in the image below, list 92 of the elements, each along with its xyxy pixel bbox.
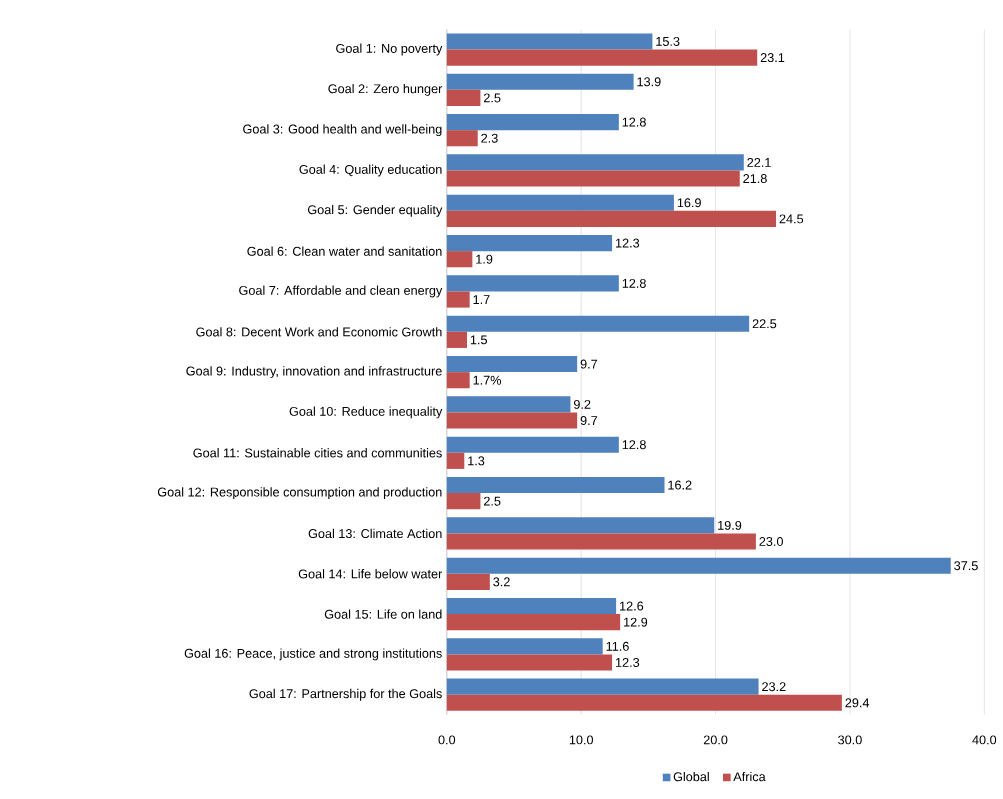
- bar: [446, 114, 619, 131]
- y-tick-label: Goal 15: Life on land: [324, 609, 442, 619]
- data-label: 9.7: [580, 416, 598, 426]
- x-tick-label: 10.0: [569, 735, 594, 745]
- data-label: 29.4: [845, 698, 870, 708]
- bar: [446, 194, 674, 211]
- bar: [446, 154, 744, 171]
- y-tick-label: Goal 10: Reduce inequality: [289, 406, 443, 419]
- data-label: 16.9: [677, 198, 701, 208]
- data-label: 12.8: [622, 278, 646, 288]
- data-label: 16.2: [668, 480, 692, 490]
- bar: [446, 251, 473, 268]
- bar: [446, 49, 758, 66]
- data-label: 23.2: [762, 682, 786, 692]
- y-tick-label: Goal 14: Life below water: [298, 569, 443, 579]
- data-label: 12.9: [624, 617, 648, 627]
- data-label: 2.5: [483, 93, 501, 103]
- data-label: 2.5: [483, 496, 501, 506]
- y-tick-label: Goal 11: Sustainable cities and communities: [193, 448, 442, 458]
- bar: [446, 235, 613, 252]
- data-label: 19.9: [718, 520, 742, 530]
- data-label: 13.9: [637, 77, 661, 87]
- data-label: 9.2: [573, 399, 591, 409]
- data-label: 2.3: [481, 133, 498, 143]
- bar: [446, 614, 621, 631]
- x-tick-label: 0.0: [438, 735, 456, 745]
- data-label: 9.7: [580, 359, 598, 369]
- data-label: 23.0: [759, 537, 783, 547]
- bar: [446, 557, 951, 574]
- bar: [446, 654, 613, 671]
- bar: [446, 315, 750, 332]
- y-tick-label: Goal 6: Clean water and sanitation: [247, 246, 442, 256]
- bar: [446, 291, 470, 308]
- data-label: 23.1: [760, 53, 785, 63]
- bar: [446, 331, 467, 348]
- bar: [446, 73, 634, 90]
- x-tick-label: 30.0: [838, 735, 862, 745]
- legend-label: Africa: [733, 771, 766, 782]
- bar: [446, 597, 617, 615]
- y-tick-label: Goal 17: Partnership for the Goals: [249, 688, 442, 701]
- bar: [446, 356, 578, 373]
- data-label: 22.1: [747, 158, 771, 167]
- data-label: 1.5: [470, 335, 487, 345]
- data-label: 12.3: [616, 238, 640, 248]
- data-label: 15.3: [656, 36, 680, 46]
- bar: [446, 130, 478, 147]
- y-tick-label: Goal 4: Quality education: [299, 164, 442, 177]
- bar: [446, 89, 481, 106]
- y-tick-label: Goal 7: Affordable and clean energy: [239, 285, 443, 298]
- x-tick-label: 20.0: [703, 735, 728, 745]
- y-tick-label: Goal 13: Climate Action: [308, 528, 442, 539]
- y-tick-label: Goal 1: No poverty: [336, 43, 443, 56]
- data-label: 1.7%: [473, 375, 502, 385]
- data-label: 37.5: [954, 561, 978, 571]
- bar: [446, 678, 759, 695]
- bar: [446, 436, 619, 453]
- data-label: 1.7: [473, 295, 490, 304]
- bar: [446, 33, 653, 50]
- bar: [446, 372, 470, 389]
- data-label: 3.2: [493, 577, 510, 587]
- bar: [446, 694, 842, 711]
- bar: [446, 477, 665, 494]
- bar: [446, 638, 603, 655]
- bar: [446, 275, 619, 292]
- bar: [446, 396, 571, 413]
- data-label: 1.9: [476, 254, 493, 264]
- data-label: 24.5: [779, 214, 804, 224]
- y-tick-label: Goal 12: Responsible consumption and production: [157, 487, 442, 500]
- y-tick-label: Goal 9: Industry, innovation and infrastructure: [186, 366, 442, 379]
- bar: [446, 412, 578, 429]
- bar: [446, 493, 481, 510]
- bar: [446, 573, 490, 590]
- y-tick-label: Goal 16: Peace, justice and strong institutions: [184, 648, 442, 661]
- y-tick-label: Goal 5: Gender equality: [307, 204, 443, 217]
- x-tick-label: 40.0: [972, 735, 997, 745]
- bar: [446, 210, 777, 227]
- data-label: 12.3: [616, 658, 640, 667]
- data-label: 12.8: [622, 440, 646, 450]
- data-label: 12.8: [622, 117, 646, 127]
- bar: [446, 533, 756, 550]
- data-label: 21.8: [743, 174, 767, 184]
- data-label: 22.5: [752, 319, 777, 329]
- data-label: 11.6: [606, 641, 629, 651]
- y-tick-label: Goal 2: Zero hunger: [328, 83, 443, 96]
- legend-label: Global: [673, 771, 709, 782]
- data-label: 1.3: [468, 456, 485, 466]
- y-tick-label: Goal 3: Good health and well-being: [243, 124, 442, 137]
- bar: [446, 452, 465, 469]
- bar: [446, 517, 715, 534]
- bar: [446, 170, 740, 187]
- y-tick-label: Goal 8: Decent Work and Economic Growth: [196, 327, 442, 337]
- data-label: 12.6: [620, 601, 644, 611]
